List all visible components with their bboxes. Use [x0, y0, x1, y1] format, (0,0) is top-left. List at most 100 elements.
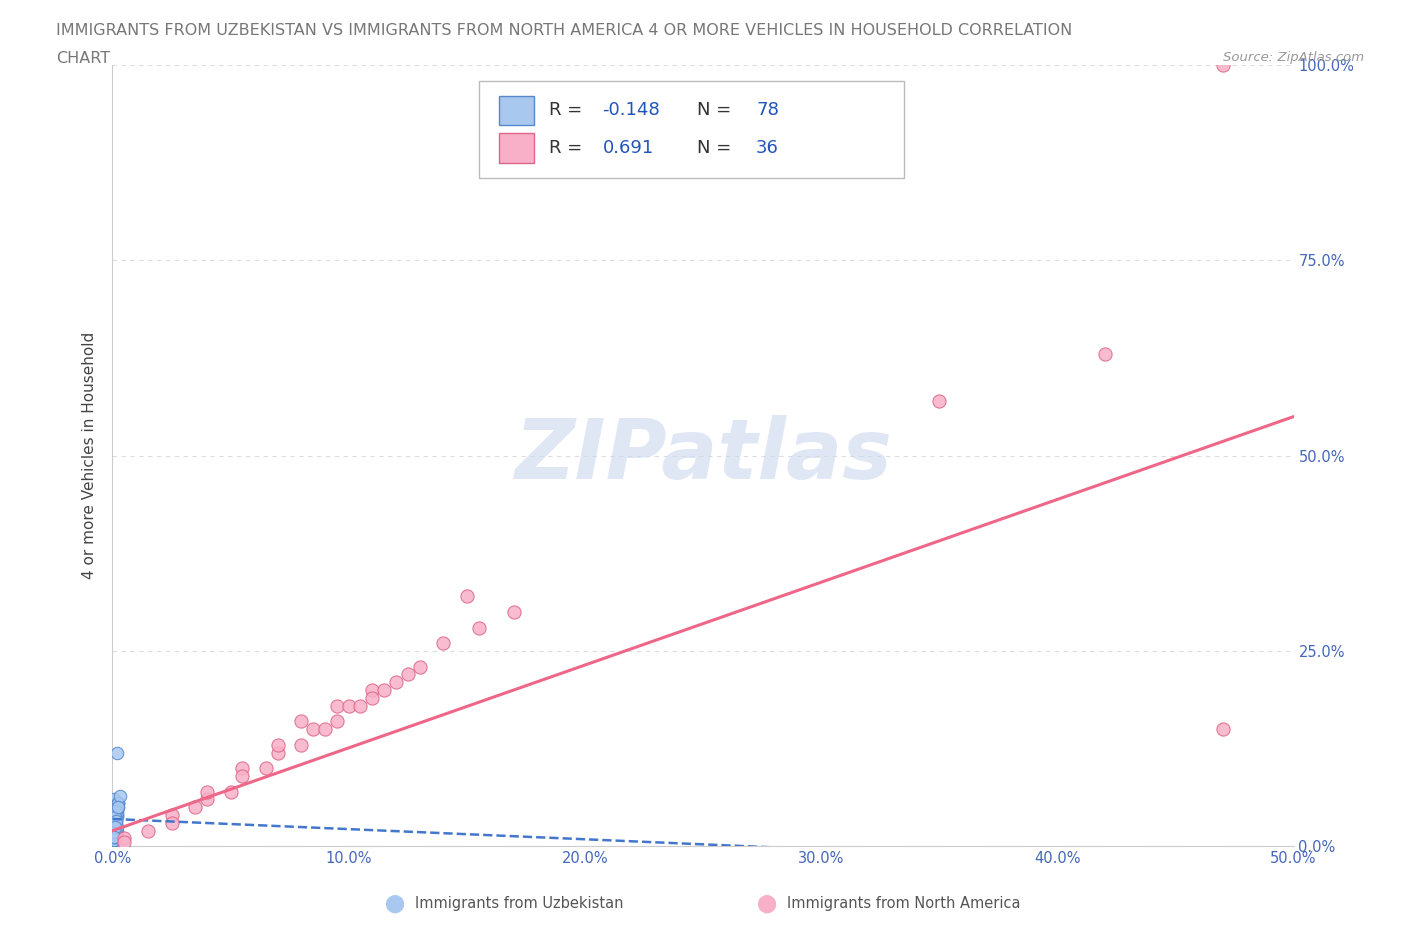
Point	[103, 832, 125, 847]
Point	[104, 827, 127, 842]
Point	[104, 819, 127, 834]
FancyBboxPatch shape	[499, 133, 534, 163]
Point	[103, 832, 125, 847]
Point	[432, 636, 454, 651]
Point	[104, 814, 127, 829]
Point	[105, 825, 128, 840]
Text: CHART: CHART	[56, 51, 110, 66]
Text: -0.148: -0.148	[603, 101, 661, 119]
Text: Source: ZipAtlas.com: Source: ZipAtlas.com	[1223, 51, 1364, 64]
Point	[105, 806, 128, 821]
Text: 78: 78	[756, 101, 779, 119]
Text: IMMIGRANTS FROM UZBEKISTAN VS IMMIGRANTS FROM NORTH AMERICA 4 OR MORE VEHICLES I: IMMIGRANTS FROM UZBEKISTAN VS IMMIGRANTS…	[56, 23, 1073, 38]
FancyBboxPatch shape	[478, 81, 904, 179]
Point	[104, 819, 127, 834]
Point	[195, 792, 218, 807]
Text: 36: 36	[756, 139, 779, 157]
Point	[103, 816, 125, 830]
Point	[105, 830, 128, 844]
Point	[267, 745, 290, 760]
Point	[361, 683, 384, 698]
Point	[104, 819, 127, 834]
Point	[103, 819, 125, 834]
Point	[103, 825, 125, 840]
Point	[103, 804, 125, 818]
Point	[326, 698, 349, 713]
Text: R =: R =	[550, 101, 589, 119]
Point	[104, 819, 127, 834]
Text: ⬤: ⬤	[384, 895, 404, 913]
Point	[107, 796, 129, 811]
Point	[104, 809, 127, 824]
Point	[104, 819, 127, 834]
Point	[290, 737, 312, 752]
Point	[105, 807, 128, 822]
Point	[103, 800, 125, 815]
Text: N =: N =	[697, 139, 737, 157]
Point	[1212, 722, 1234, 737]
Point	[104, 814, 127, 829]
Text: R =: R =	[550, 139, 589, 157]
Point	[105, 804, 128, 818]
Point	[105, 825, 128, 840]
Point	[104, 809, 127, 824]
Point	[456, 589, 478, 604]
Point	[103, 819, 125, 834]
Point	[104, 825, 127, 840]
Point	[107, 796, 129, 811]
Text: ⬤: ⬤	[756, 895, 776, 913]
Point	[314, 722, 336, 737]
Point	[103, 830, 125, 844]
Point	[105, 823, 128, 838]
Point	[104, 809, 127, 824]
Point	[104, 814, 127, 829]
Point	[105, 819, 128, 834]
Y-axis label: 4 or more Vehicles in Household: 4 or more Vehicles in Household	[82, 332, 97, 579]
Point	[103, 819, 125, 834]
Point	[385, 675, 408, 690]
Point	[103, 823, 125, 838]
Point	[105, 800, 128, 815]
Point	[105, 830, 128, 844]
Point	[112, 835, 135, 850]
Point	[105, 814, 128, 829]
Point	[105, 745, 128, 760]
Point	[231, 761, 253, 776]
Point	[103, 830, 125, 844]
Text: ZIPatlas: ZIPatlas	[515, 415, 891, 497]
Point	[107, 800, 129, 815]
Point	[105, 809, 128, 824]
Point	[349, 698, 371, 713]
Point	[219, 784, 242, 799]
Point	[105, 825, 128, 840]
Point	[1094, 347, 1116, 362]
Point	[231, 768, 253, 783]
Point	[105, 807, 128, 822]
Point	[107, 800, 129, 815]
Point	[105, 804, 128, 818]
Point	[1212, 58, 1234, 73]
Point	[105, 814, 128, 829]
Point	[104, 816, 127, 830]
Point	[136, 823, 159, 838]
Point	[408, 659, 430, 674]
Point	[104, 816, 127, 830]
Point	[373, 683, 395, 698]
Point	[105, 804, 128, 818]
Point	[467, 620, 489, 635]
Point	[503, 604, 526, 619]
Point	[105, 807, 128, 822]
Point	[104, 807, 127, 822]
Point	[103, 827, 125, 842]
FancyBboxPatch shape	[499, 96, 534, 126]
Point	[326, 714, 349, 729]
Point	[105, 807, 128, 822]
Point	[195, 784, 218, 799]
Text: N =: N =	[697, 101, 737, 119]
Point	[160, 816, 183, 830]
Point	[105, 816, 128, 830]
Point	[104, 819, 127, 834]
Point	[267, 737, 290, 752]
Point	[103, 827, 125, 842]
Point	[108, 788, 131, 803]
